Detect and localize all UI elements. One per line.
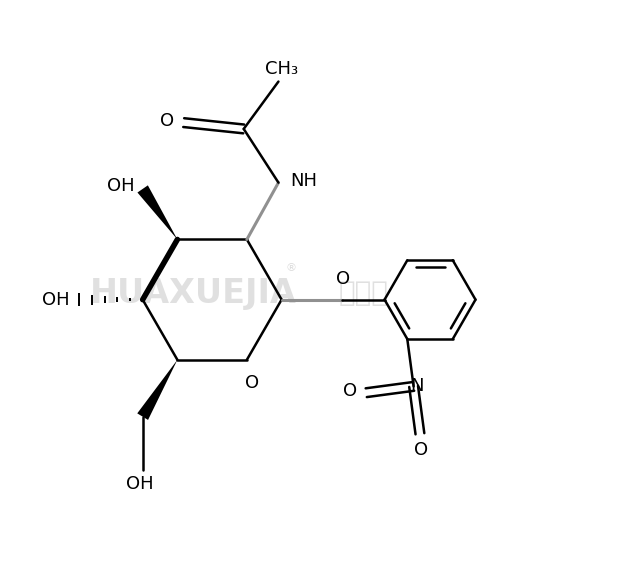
Text: O: O <box>343 382 357 401</box>
Text: OH: OH <box>107 177 135 195</box>
Text: ®: ® <box>286 263 296 273</box>
Text: HUAXUEJIA: HUAXUEJIA <box>89 277 296 310</box>
Polygon shape <box>137 185 178 239</box>
Text: OH: OH <box>126 475 153 494</box>
Polygon shape <box>137 360 178 420</box>
Text: NH: NH <box>290 172 317 191</box>
Text: CH₃: CH₃ <box>265 60 298 79</box>
Text: O: O <box>245 374 259 391</box>
Text: OH: OH <box>42 290 70 309</box>
Text: 化学加: 化学加 <box>339 280 389 307</box>
Text: O: O <box>336 270 350 288</box>
Text: O: O <box>160 113 174 130</box>
Text: O: O <box>414 441 428 459</box>
Text: N: N <box>410 377 424 395</box>
